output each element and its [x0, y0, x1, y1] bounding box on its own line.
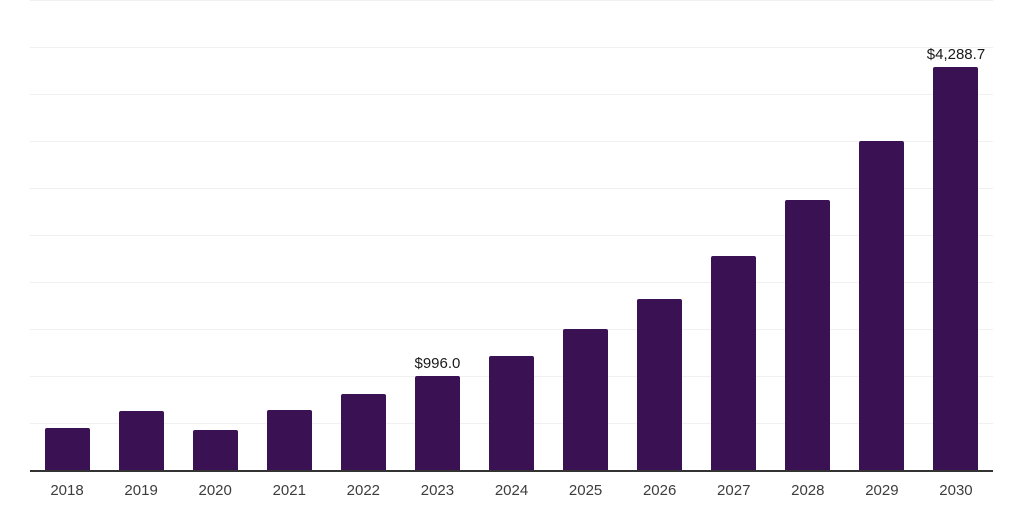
bar-slot-2019 [104, 0, 178, 470]
x-axis-label-2024: 2024 [494, 482, 529, 499]
bar-2030 [933, 66, 979, 470]
bar-2019 [118, 410, 164, 470]
bar-slot-2028 [771, 0, 845, 470]
x-axis-label-2019: 2019 [124, 482, 158, 499]
x-axis-label-2028: 2028 [791, 482, 825, 499]
x-axis-labels: 2018 2019 2020 2021 2022 2023 2024 2025 2026 2027… [30, 481, 993, 501]
bar-slot-2024 [474, 0, 548, 470]
bar-2029 [859, 141, 905, 470]
bar-2028 [785, 200, 831, 470]
gridline [30, 141, 993, 142]
bar-slot-2018 [30, 0, 104, 470]
bar-2021 [266, 409, 312, 470]
bar-slot-2021 [252, 0, 326, 470]
x-axis-label-2029: 2029 [865, 482, 899, 499]
bar-slot-2020 [178, 0, 252, 470]
x-axis-label-2030: 2030 [939, 482, 973, 499]
gridline [30, 282, 993, 283]
x-axis-label-2023: 2023 [420, 482, 455, 499]
bar-slot-2027 [697, 0, 771, 470]
x-axis-label-2026: 2026 [642, 482, 677, 499]
x-axis-label-2018: 2018 [50, 482, 84, 499]
gridline [30, 188, 993, 189]
bars-container: $996.0 $4,288.7 [30, 0, 993, 470]
bar-2018 [44, 427, 90, 470]
gridline [30, 329, 993, 330]
gridline [30, 0, 993, 1]
bar-slot-2022 [326, 0, 400, 470]
gridline [30, 47, 993, 48]
value-label-2030: $4,288.7 [926, 45, 986, 63]
bar-slot-2023: $996.0 [400, 0, 474, 470]
bar-slot-2030: $4,288.7 [919, 0, 993, 470]
gridline [30, 94, 993, 95]
value-label-2023: $996.0 [414, 355, 461, 373]
x-axis-label-2021: 2021 [272, 482, 306, 499]
x-axis-label-2025: 2025 [568, 482, 603, 499]
gridline [30, 235, 993, 236]
bar-2025 [563, 329, 609, 470]
bar-2026 [637, 298, 683, 470]
bar-2022 [340, 393, 386, 470]
x-axis-label-2027: 2027 [717, 482, 751, 499]
bar-2020 [192, 430, 238, 470]
plot-area: $996.0 $4,288.7 [30, 0, 993, 472]
bar-slot-2025 [549, 0, 623, 470]
bar-2024 [489, 355, 534, 470]
x-axis-label-2022: 2022 [346, 482, 381, 499]
bar-2023 [414, 376, 460, 470]
bar-slot-2026 [623, 0, 697, 470]
bar-slot-2029 [845, 0, 919, 470]
bar-2027 [711, 256, 757, 470]
x-axis-label-2020: 2020 [198, 482, 232, 499]
